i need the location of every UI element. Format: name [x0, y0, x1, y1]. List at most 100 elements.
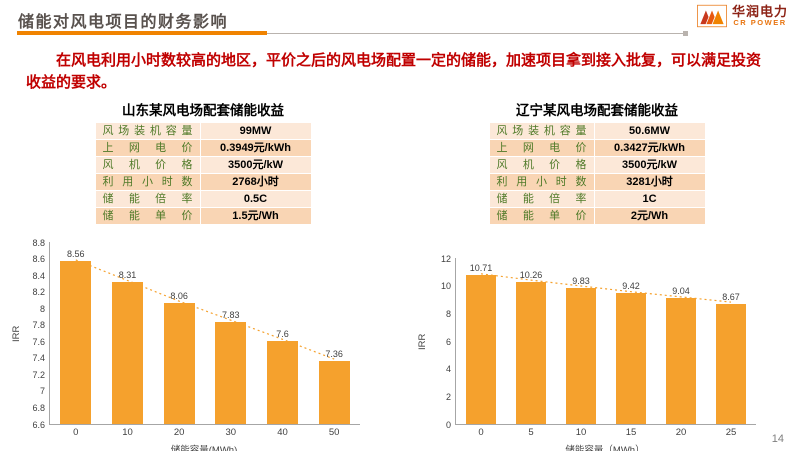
- irr-chart-shandong: IRR 6.6 6.8 7 7.2 7.4 7.6 7.8 8 8.2 8.4 8.6 8.8 8.56 0…: [10, 229, 360, 451]
- bar: [112, 282, 143, 424]
- bar: [60, 261, 92, 424]
- param-row: 储能倍率 0.5C: [94, 189, 312, 208]
- logo-subtitle: CR POWER: [733, 18, 787, 28]
- param-label: 风场装机容量: [94, 121, 201, 140]
- param-row: 风场装机容量 99MW: [94, 121, 312, 140]
- x-tick-label: 20: [173, 426, 185, 438]
- param-label: 风场装机容量: [488, 121, 595, 140]
- bar-value-label: 8.31: [118, 270, 137, 280]
- bar: [267, 340, 298, 424]
- y-tick-label: 7.6: [32, 336, 45, 347]
- x-tick-label: 5: [528, 426, 534, 438]
- mountain-logo-icon: [697, 4, 727, 28]
- y-tick-label: 8.2: [32, 287, 45, 298]
- param-label: 储能单价: [94, 206, 201, 225]
- param-row: 上网电价 0.3427元/kWh: [488, 138, 706, 157]
- param-value: 1C: [593, 189, 706, 208]
- chart-area: IRR 0 2 4 6 8 10 12 10.71 0 10.26 5 9.83 10 9.42 15 9.04…: [416, 245, 756, 438]
- bar-value-label: 8.56: [67, 249, 85, 260]
- x-tick-label: 20: [675, 426, 687, 438]
- y-tick-label: 0: [445, 419, 451, 430]
- param-value: 3500元/kW: [593, 155, 706, 174]
- panel-shandong: 山东某风电场配套储能收益 风场装机容量 99MW 上网电价 0.3949元/kWh 风机…: [6, 97, 400, 451]
- param-row: 风场装机容量 50.6MW: [488, 121, 706, 140]
- intro-text: 在风电利用小时数较高的地区，平价之后的风电场配置一定的储能，加速项目拿到接入批复…: [26, 53, 762, 91]
- param-row: 储能单价 1.5元/Wh: [94, 206, 312, 225]
- y-axis: 6.6 6.8 7 7.2 7.4 7.6 7.8 8 8.2 8.4 8.6 8.8: [23, 238, 49, 430]
- param-label: 利用小时数: [94, 172, 201, 191]
- x-tick-label: 50: [328, 426, 340, 438]
- param-value: 2元/Wh: [593, 206, 706, 225]
- bar: [666, 298, 696, 424]
- x-axis-label: 储能容量（MWh）: [565, 444, 645, 451]
- panel-title-shandong: 山东某风电场配套储能收益: [122, 102, 284, 118]
- x-tick-label: 10: [122, 426, 133, 438]
- bar: [716, 303, 746, 424]
- chart-area: IRR 6.6 6.8 7 7.2 7.4 7.6 7.8 8 8.2 8.4 8.6 8.8 8.56 0…: [10, 229, 360, 438]
- param-value: 3500元/kW: [199, 155, 312, 174]
- param-value: 99MW: [199, 121, 312, 140]
- plot-area: 8.56 0 8.31 10 8.06 20 7.83 30 7.6 40 7.36 50: [49, 241, 360, 438]
- bar-value-label: 9.42: [622, 281, 640, 292]
- bar: [215, 321, 247, 424]
- param-value: 3281小时: [593, 172, 706, 191]
- param-label: 上网电价: [94, 138, 201, 157]
- param-label: 风机价格: [94, 155, 201, 174]
- y-tick-label: 2: [445, 391, 451, 402]
- bar-value-label: 9.04: [672, 286, 690, 297]
- x-tick-label: 15: [625, 426, 637, 438]
- param-label: 储能倍率: [488, 189, 595, 208]
- param-label: 储能单价: [488, 206, 595, 225]
- bar-value-label: 10.71: [469, 263, 493, 274]
- trend-line: [75, 258, 335, 360]
- y-tick-label: 8.6: [32, 254, 45, 264]
- panels: 山东某风电场配套储能收益 风场装机容量 99MW 上网电价 0.3949元/kWh 风机…: [0, 97, 800, 451]
- bar-value-label: 8.06: [170, 290, 188, 301]
- y-tick-label: 10: [440, 281, 451, 292]
- x-tick-label: 0: [478, 426, 484, 438]
- bar-value-label: 7.36: [325, 348, 343, 359]
- bar-value-label: 7.83: [222, 309, 240, 320]
- cr-power-logo: 华润电力 CR POWER: [697, 4, 788, 28]
- irr-chart-liaoning: IRR 0 2 4 6 8 10 12 10.71 0 10.26 5 9.83 10 9.42 15 9.04…: [416, 245, 756, 451]
- y-tick-label: 7.8: [32, 320, 45, 331]
- param-label: 上网电价: [488, 138, 595, 157]
- bar: [616, 293, 646, 424]
- param-label: 利用小时数: [488, 172, 595, 191]
- x-tick-label: 40: [277, 426, 288, 438]
- param-row: 储能倍率 1C: [488, 189, 706, 208]
- y-tick-label: 6.6: [32, 419, 45, 430]
- y-tick-label: 6.8: [32, 403, 45, 413]
- x-tick-label: 10: [575, 426, 587, 438]
- page-title: 储能对风电项目的财务影响: [18, 14, 229, 31]
- x-tick-label: 0: [73, 426, 79, 438]
- x-tick-label: 25: [725, 426, 737, 438]
- param-row: 利用小时数 3281小时: [488, 172, 706, 191]
- y-axis: 0 2 4 6 8 10 12: [429, 254, 455, 430]
- y-tick-label: 7.2: [32, 369, 45, 380]
- y-tick-label: 7.4: [32, 353, 45, 364]
- y-tick-label: 8: [39, 303, 45, 314]
- title-accent-bar: [17, 31, 267, 35]
- header-rule: [267, 33, 683, 34]
- bar-value-label: 8.67: [722, 291, 740, 302]
- x-tick-label: 30: [225, 426, 237, 438]
- y-tick-label: 7: [39, 386, 45, 397]
- logo-text: 华润电力 CR POWER: [732, 4, 788, 28]
- bar: [466, 275, 496, 424]
- bar-value-label: 9.83: [572, 275, 590, 286]
- param-value: 50.6MW: [593, 121, 706, 140]
- y-tick-label: 4: [445, 364, 451, 375]
- panel-title-liaoning: 辽宁某风电场配套储能收益: [516, 102, 678, 118]
- panel-liaoning: 辽宁某风电场配套储能收益 风场装机容量 50.6MW 上网电价 0.3427元/kWh…: [400, 97, 794, 451]
- param-label: 风机价格: [488, 155, 595, 174]
- params-table-liaoning: 风场装机容量 50.6MW 上网电价 0.3427元/kWh 风机价格 3500元/kW 利…: [488, 121, 706, 225]
- y-tick-label: 8.4: [32, 270, 45, 281]
- param-row: 风机价格 3500元/kW: [94, 155, 312, 174]
- y-tick-label: 12: [440, 253, 451, 264]
- x-axis-label: 储能容量(MWh): [170, 444, 238, 451]
- page-number: 14: [771, 433, 784, 445]
- param-row: 风机价格 3500元/kW: [488, 155, 706, 174]
- param-value: 2768小时: [199, 172, 312, 191]
